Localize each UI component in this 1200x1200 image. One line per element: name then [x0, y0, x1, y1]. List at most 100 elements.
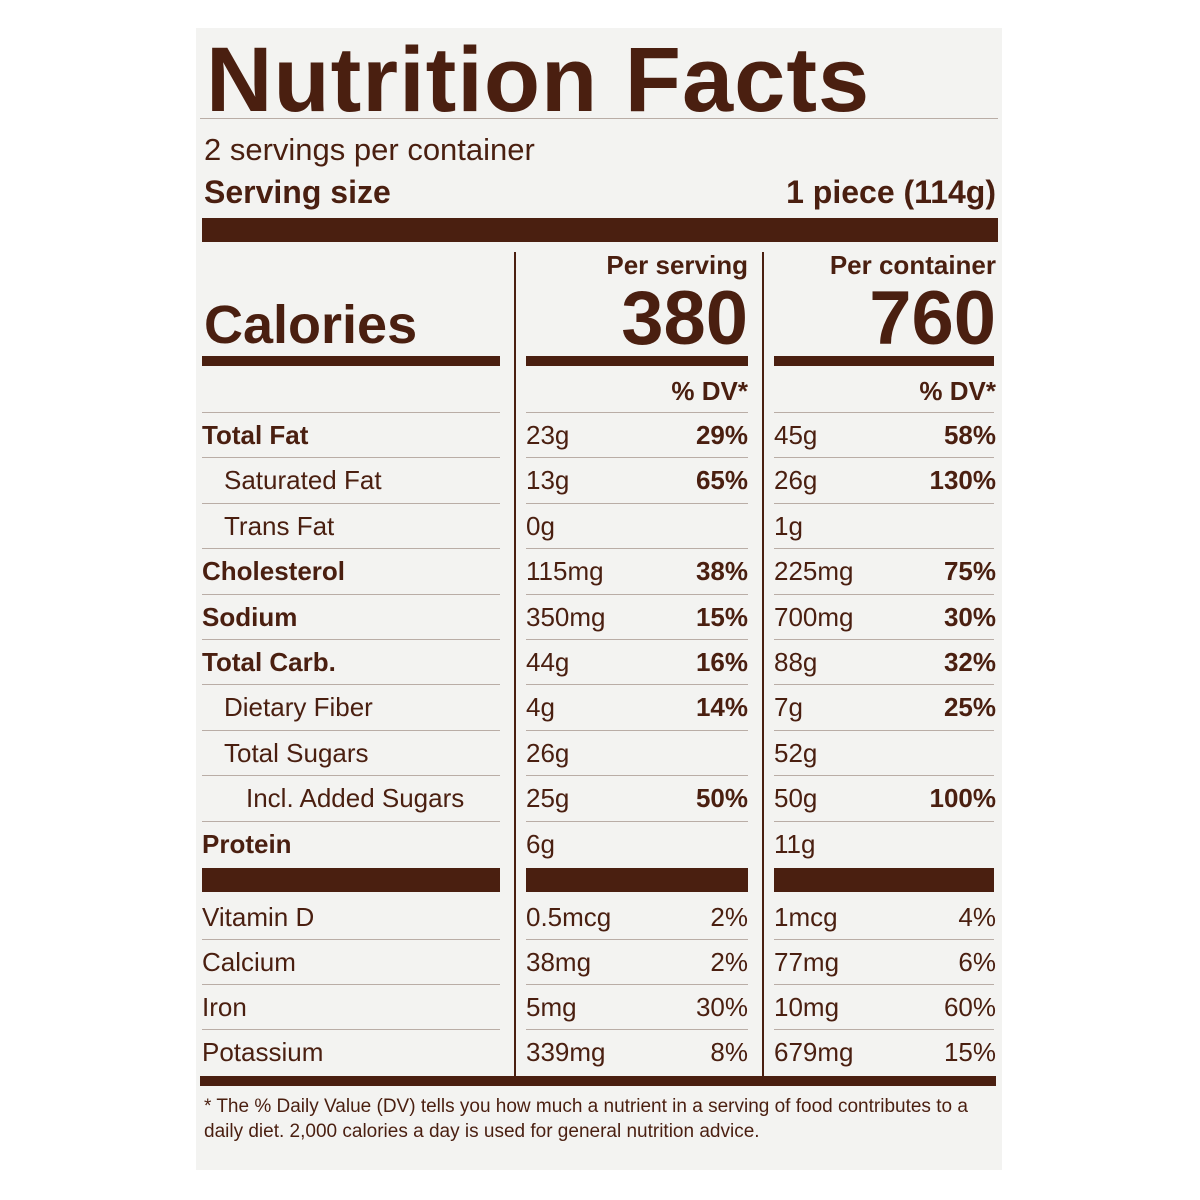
vitamins-divider	[774, 868, 994, 892]
servings-per-container: 2 servings per container	[204, 132, 535, 167]
serving-amount: 13g	[526, 465, 570, 495]
container-dv: 25%	[943, 692, 996, 722]
row-divider	[202, 775, 500, 776]
container-amount: 26g	[774, 465, 818, 495]
row-divider	[774, 775, 994, 776]
container-dv: 30%	[943, 602, 996, 632]
row-divider	[526, 412, 748, 413]
serving-amount: 4g	[526, 692, 555, 722]
row-divider	[774, 457, 994, 458]
container-amount: 700mg	[774, 602, 854, 632]
row-divider	[526, 1029, 748, 1030]
nutrient-label: Protein	[202, 829, 292, 859]
serving-dv: 29%	[695, 420, 748, 450]
serving-amount: 0g	[526, 511, 555, 541]
serving-dv: 2%	[710, 947, 748, 977]
row-divider	[526, 730, 748, 731]
row-divider	[774, 1029, 994, 1030]
nutrient-label: Total Carb.	[202, 647, 336, 677]
serving-amount: 25g	[526, 783, 570, 813]
nutrition-facts-panel: Nutrition Facts 2 servings per container…	[196, 28, 1002, 1170]
row-divider	[202, 594, 500, 595]
serving-amount: 115mg	[526, 556, 604, 586]
row-divider	[774, 594, 994, 595]
serving-dv: 2%	[710, 902, 748, 932]
dv-header-container: % DV*	[919, 376, 996, 406]
micronutrient-label: Iron	[202, 992, 247, 1022]
nutrient-label: Trans Fat	[224, 511, 335, 541]
serving-amount: 23g	[526, 420, 570, 450]
serving-amount: 44g	[526, 647, 570, 677]
micronutrient-label: Potassium	[202, 1037, 324, 1067]
divider	[200, 118, 998, 119]
serving-size-value: 1 piece (114g)	[786, 174, 996, 210]
serving-size-label: Serving size	[204, 174, 391, 210]
serving-amount: 339mg	[526, 1037, 606, 1067]
serving-dv: 14%	[695, 692, 748, 722]
container-dv: 4%	[958, 902, 996, 932]
container-amount: 88g	[774, 647, 818, 677]
per-container-header: Per container	[829, 250, 996, 280]
row-divider	[526, 457, 748, 458]
row-divider	[526, 594, 748, 595]
row-divider	[526, 503, 748, 504]
row-divider	[774, 821, 994, 822]
bottom-divider	[200, 1076, 996, 1086]
micronutrient-label: Vitamin D	[202, 902, 315, 932]
per-serving-header: Per serving	[606, 250, 748, 280]
calories-label: Calories	[204, 295, 418, 355]
nutrient-label: Total Fat	[202, 420, 309, 450]
serving-dv: 30%	[695, 992, 748, 1022]
row-divider	[526, 939, 748, 940]
serving-dv: 50%	[695, 783, 748, 813]
vitamins-divider	[526, 868, 748, 892]
serving-dv: 8%	[710, 1037, 748, 1067]
vitamins-divider	[202, 868, 500, 892]
container-dv: 32%	[943, 647, 996, 677]
calories-divider	[774, 356, 994, 366]
container-amount: 679mg	[774, 1037, 854, 1067]
container-dv: 100%	[929, 783, 997, 813]
row-divider	[202, 1029, 500, 1030]
row-divider	[202, 548, 500, 549]
nutrient-label: Total Sugars	[224, 738, 369, 768]
row-divider	[774, 503, 994, 504]
container-amount: 50g	[774, 783, 818, 813]
row-divider	[774, 939, 994, 940]
column-divider	[762, 252, 764, 1076]
serving-dv: 38%	[695, 556, 748, 586]
row-divider	[774, 684, 994, 685]
row-divider	[202, 639, 500, 640]
micronutrient-label: Calcium	[202, 947, 296, 977]
row-divider	[202, 939, 500, 940]
container-amount: 7g	[774, 692, 803, 722]
container-amount: 1mcg	[774, 902, 838, 932]
calories-divider	[526, 356, 748, 366]
serving-amount: 5mg	[526, 992, 577, 1022]
nutrient-label: Cholesterol	[202, 556, 346, 586]
row-divider	[202, 730, 500, 731]
row-divider	[526, 548, 748, 549]
container-amount: 1g	[774, 511, 803, 541]
calories-divider	[202, 356, 500, 366]
nutrient-label: Sodium	[202, 602, 298, 632]
row-divider	[526, 684, 748, 685]
serving-dv: 65%	[695, 465, 748, 495]
row-divider	[526, 775, 748, 776]
serving-amount: 0.5mcg	[526, 902, 612, 932]
row-divider	[202, 457, 500, 458]
row-divider	[774, 984, 994, 985]
container-dv: 6%	[958, 947, 996, 977]
row-divider	[526, 821, 748, 822]
serving-dv: 16%	[695, 647, 748, 677]
thick-divider	[202, 218, 998, 242]
dv-header-serving: % DV*	[671, 376, 748, 406]
row-divider	[526, 639, 748, 640]
nutrient-label: Dietary Fiber	[224, 692, 373, 722]
daily-value-footnote: * The % Daily Value (DV) tells you how m…	[204, 1096, 968, 1142]
serving-amount: 38mg	[526, 947, 592, 977]
column-divider	[514, 252, 516, 1076]
container-amount: 45g	[774, 420, 818, 450]
container-amount: 11g	[774, 829, 816, 859]
calories-per-serving: 380	[621, 276, 748, 361]
